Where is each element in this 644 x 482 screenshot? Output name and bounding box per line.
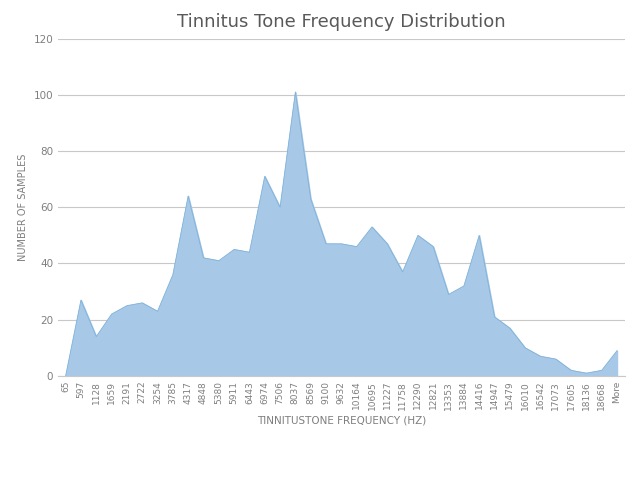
X-axis label: TINNITUSTONE FREQUENCY (HZ): TINNITUSTONE FREQUENCY (HZ) xyxy=(257,415,426,425)
Y-axis label: NUMBER OF SAMPLES: NUMBER OF SAMPLES xyxy=(18,154,28,261)
Title: Tinnitus Tone Frequency Distribution: Tinnitus Tone Frequency Distribution xyxy=(177,13,506,31)
